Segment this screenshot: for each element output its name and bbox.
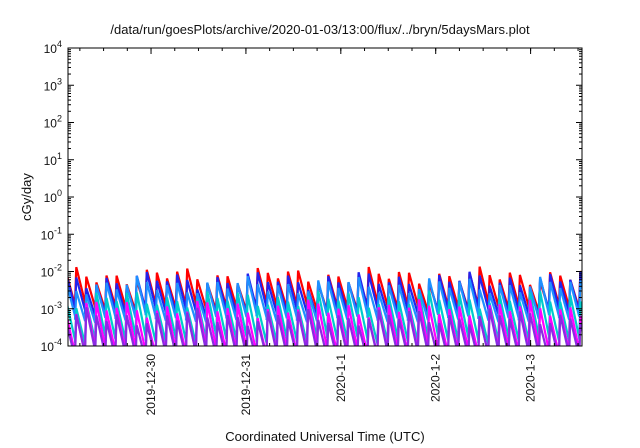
x-axis: 2019-12-30 2019-12-31 2020-1-1 2020-1-2 2020… — [79, 48, 579, 416]
series-layer — [68, 266, 582, 346]
chart-title: /data/run/goesPlots/archive/2020-01-03/1… — [110, 22, 530, 37]
x-tick-label: 2020-1-2 — [429, 354, 443, 402]
x-tick-label: 2019-12-31 — [239, 354, 253, 416]
y-tick-label: 103 — [44, 76, 62, 93]
x-tick-label: 2020-1-3 — [524, 354, 538, 402]
y-tick-label: 10-2 — [41, 263, 62, 280]
y-tick-label: 104 — [44, 39, 62, 56]
y-tick-label: 10-3 — [41, 300, 62, 317]
x-tick-label: 2020-1-1 — [334, 354, 348, 402]
y-axis-label: cGy/day — [19, 173, 34, 221]
y-tick-label: 10-1 — [41, 225, 62, 242]
y-tick-label: 100 — [44, 188, 62, 205]
x-tick-label: 2019-12-30 — [144, 354, 158, 416]
series-line-6 — [68, 307, 582, 346]
y-tick-label: 102 — [44, 114, 62, 131]
x-axis-label: Coordinated Universal Time (UTC) — [225, 429, 424, 444]
y-axis: 10-4 10-3 10-2 10-1 100 101 102 103 104 — [41, 39, 582, 354]
y-tick-label: 101 — [44, 151, 62, 168]
series-line-5 — [68, 299, 582, 346]
y-tick-label: 10-4 — [41, 337, 62, 354]
